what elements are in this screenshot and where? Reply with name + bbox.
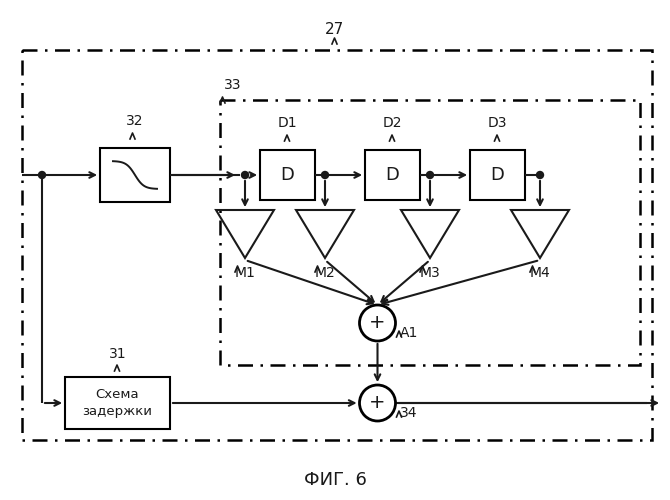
Text: 31: 31 <box>109 347 127 361</box>
Text: Схема
задержки: Схема задержки <box>82 388 153 418</box>
Text: 34: 34 <box>399 406 417 420</box>
Circle shape <box>537 172 543 178</box>
Bar <box>22 50 652 440</box>
Text: 27: 27 <box>326 22 344 38</box>
Bar <box>260 150 315 200</box>
Bar <box>220 100 640 365</box>
Bar <box>470 150 525 200</box>
Bar <box>65 377 170 429</box>
Circle shape <box>38 172 46 178</box>
Text: +: + <box>369 314 386 332</box>
Text: +: + <box>369 394 386 412</box>
Text: M3: M3 <box>419 266 440 280</box>
Text: D: D <box>385 166 399 184</box>
Bar <box>100 148 170 202</box>
Text: D3: D3 <box>488 116 507 130</box>
Text: D: D <box>281 166 294 184</box>
Text: M2: M2 <box>315 266 336 280</box>
Text: M4: M4 <box>529 266 550 280</box>
Circle shape <box>360 385 395 421</box>
Text: 32: 32 <box>126 114 144 128</box>
Circle shape <box>241 172 249 178</box>
Text: M1: M1 <box>234 266 255 280</box>
Bar <box>365 150 420 200</box>
Text: D2: D2 <box>383 116 402 130</box>
Text: D: D <box>490 166 505 184</box>
Text: A1: A1 <box>399 326 418 340</box>
Circle shape <box>427 172 433 178</box>
Circle shape <box>322 172 328 178</box>
Text: 33: 33 <box>224 78 241 92</box>
Text: ФИГ. 6: ФИГ. 6 <box>304 471 366 489</box>
Circle shape <box>360 305 395 341</box>
Text: D1: D1 <box>277 116 297 130</box>
